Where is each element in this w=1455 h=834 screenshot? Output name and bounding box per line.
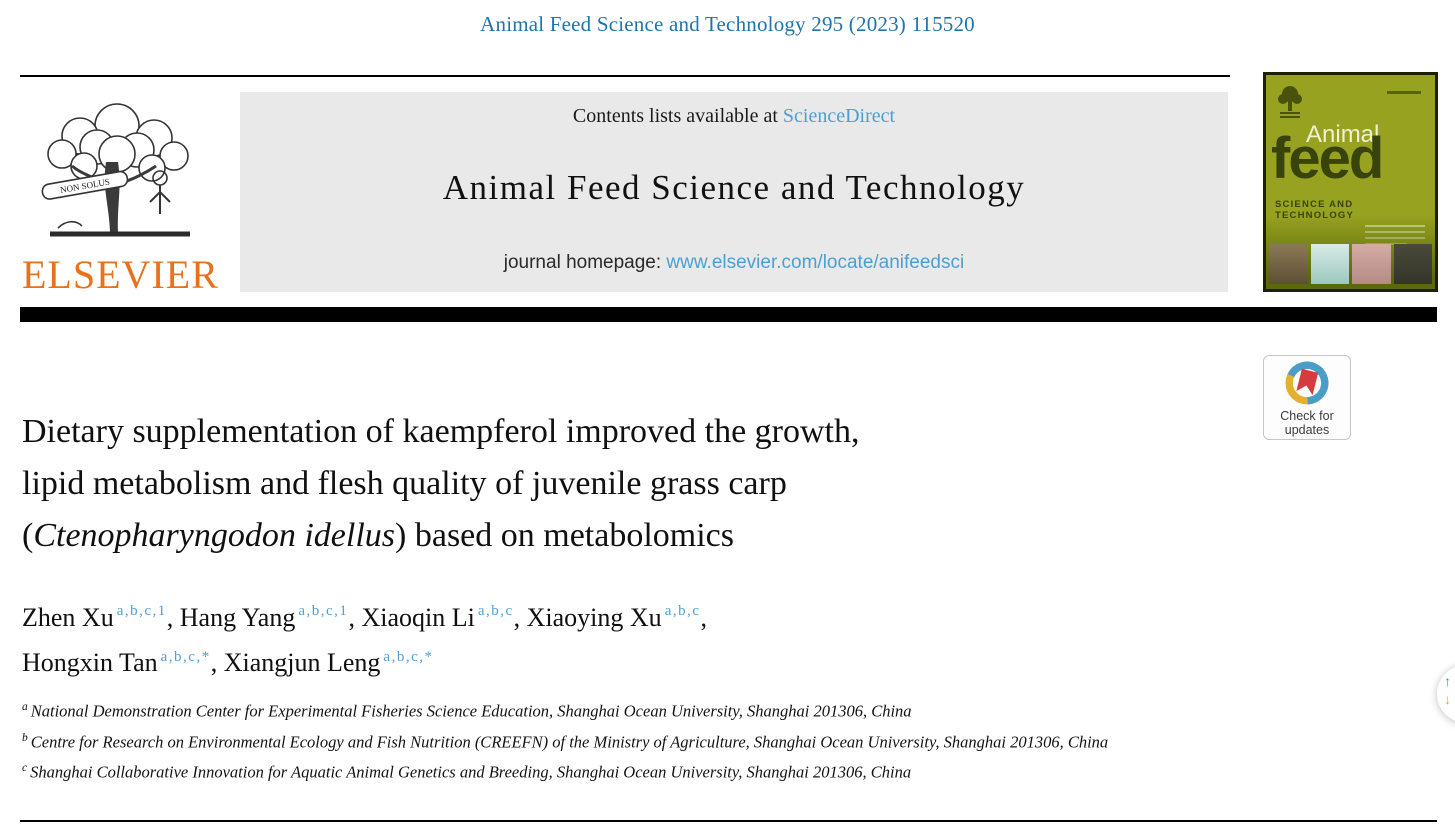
scroll-widget[interactable]: ↑ ↓ bbox=[1437, 665, 1455, 723]
scroll-up-icon[interactable]: ↑ bbox=[1444, 673, 1451, 689]
sciencedirect-link[interactable]: ScienceDirect bbox=[782, 105, 896, 127]
cover-photo-pig bbox=[1352, 244, 1391, 284]
section-divider-bar bbox=[20, 307, 1437, 322]
author-separator: , bbox=[700, 602, 708, 632]
affiliation-a: a National Demonstration Center for Exper… bbox=[22, 694, 1240, 725]
affiliation-list: a National Demonstration Center for Exper… bbox=[22, 694, 1240, 786]
affiliation-b: b Centre for Research on Environmental Ec… bbox=[22, 725, 1240, 756]
affiliation-c: c Shanghai Collaborative Innovation for A… bbox=[22, 755, 1240, 786]
affiliation-sup: a bbox=[22, 701, 28, 713]
top-divider bbox=[20, 75, 1230, 77]
author-affil-sup: a,b,c,* bbox=[160, 648, 211, 665]
title-species-name: Ctenopharyngodon idellus bbox=[33, 517, 396, 554]
author-name: Xiaoying Xu bbox=[526, 602, 662, 632]
affiliation-text: Centre for Research on Environmental Eco… bbox=[30, 732, 1109, 751]
author-affil-sup: a,b,c bbox=[477, 603, 514, 619]
author-name: Xiaoqin Li bbox=[361, 602, 475, 632]
author-2: Hang Yang a,b,c,1, bbox=[180, 603, 362, 632]
check-for-updates-badge[interactable]: Check for updates bbox=[1263, 355, 1351, 440]
cover-photo-testtubes bbox=[1310, 244, 1349, 284]
author-affil-sup: a,b,c,1 bbox=[116, 603, 167, 619]
elsevier-tree-icon: NON SOLUS bbox=[41, 103, 190, 237]
author-list: Zhen Xu a,b,c,1, Hang Yang a,b,c,1, Xiaoqi… bbox=[22, 592, 1022, 683]
author-separator: , bbox=[513, 602, 527, 632]
bottom-divider bbox=[20, 820, 1437, 822]
author-affil-sup: a,b,c bbox=[664, 603, 701, 619]
citation-header: Animal Feed Science and Technology 295 (… bbox=[480, 12, 975, 36]
elsevier-logo: NON SOLUS ELSEVIER bbox=[22, 92, 232, 298]
affiliation-text: Shanghai Collaborative Innovation for Aq… bbox=[30, 762, 912, 782]
badge-label-line1: Check for bbox=[1280, 409, 1334, 423]
author-name: Hongxin Tan bbox=[22, 648, 158, 678]
title-line-2: lipid metabolism and flesh quality of ju… bbox=[22, 465, 787, 502]
article-title: Dietary supplementation of kaempferol im… bbox=[22, 406, 1212, 562]
author-affil-sup: a,b,c,* bbox=[383, 648, 434, 665]
cover-elsevier-mini-logo bbox=[1278, 86, 1302, 118]
author-4: Xiaoying Xu a,b,c, bbox=[527, 603, 707, 632]
cover-title-animal: Animal bbox=[1306, 121, 1380, 148]
author-separator: , bbox=[166, 602, 180, 632]
affiliation-text: National Demonstration Center for Experi… bbox=[30, 701, 912, 721]
cover-title-feed: feed bbox=[1271, 126, 1384, 191]
badge-label-line2: updates bbox=[1284, 423, 1330, 437]
contents-prefix: Contents lists available at bbox=[572, 105, 783, 127]
homepage-line: journal homepage: www.elsevier.com/locat… bbox=[240, 252, 1228, 274]
author-3: Xiaoqin Li a,b,c, bbox=[361, 603, 526, 632]
author-name: Xiangjun Leng bbox=[223, 648, 381, 678]
cover-photo-cattle bbox=[1269, 244, 1308, 284]
cover-photo-poultry bbox=[1393, 244, 1432, 284]
scroll-down-icon[interactable]: ↓ bbox=[1444, 691, 1451, 707]
affiliation-sup: b bbox=[22, 731, 28, 744]
homepage-prefix: journal homepage: bbox=[503, 252, 667, 273]
cover-photo-strip bbox=[1269, 244, 1432, 284]
cover-issn-text bbox=[1387, 91, 1421, 94]
journal-banner: Contents lists available at ScienceDirec… bbox=[240, 92, 1228, 292]
affiliation-sup: c bbox=[22, 762, 28, 774]
author-affil-sup: a,b,c,1 bbox=[298, 603, 349, 619]
title-line-3-open: ( bbox=[22, 517, 34, 554]
author-6: Xiangjun Leng a,b,c,* bbox=[224, 648, 434, 677]
journal-name: Animal Feed Science and Technology bbox=[442, 168, 1026, 207]
check-for-updates-icon bbox=[1285, 361, 1329, 405]
author-1: Zhen Xu a,b,c,1, bbox=[22, 603, 180, 632]
author-name: Zhen Xu bbox=[22, 602, 114, 632]
elsevier-wordmark: ELSEVIER bbox=[22, 252, 219, 297]
author-separator: , bbox=[210, 648, 224, 678]
author-5: Hongxin Tan a,b,c,*, bbox=[22, 648, 224, 677]
contents-line: Contents lists available at ScienceDirec… bbox=[240, 105, 1228, 128]
journal-homepage-link[interactable]: www.elsevier.com/locate/anifeedsci bbox=[666, 252, 965, 273]
author-name: Hang Yang bbox=[179, 602, 296, 632]
author-separator: , bbox=[348, 602, 362, 632]
title-line-3-close: ) based on metabolomics bbox=[395, 517, 735, 554]
journal-cover-image: Animal feed SCIENCE AND TECHNOLOGY bbox=[1263, 72, 1438, 292]
title-line-1: Dietary supplementation of kaempferol im… bbox=[22, 413, 860, 450]
